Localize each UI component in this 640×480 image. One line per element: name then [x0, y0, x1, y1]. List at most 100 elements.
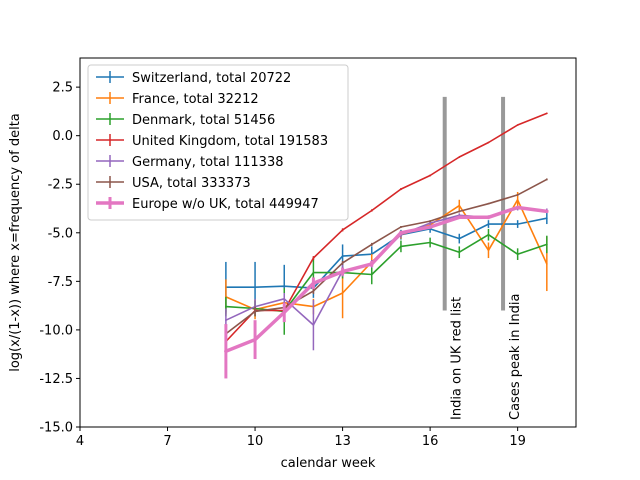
x-tick-label: 10 — [247, 434, 264, 449]
data-point — [341, 262, 344, 264]
legend-entry: Germany, total 111338 — [96, 155, 284, 170]
y-tick-label: -7.5 — [48, 275, 73, 290]
legend-entry: Switzerland, total 20722 — [96, 71, 291, 86]
data-point — [516, 223, 519, 225]
data-point — [429, 241, 431, 244]
data-point — [546, 217, 548, 220]
data-point — [254, 310, 256, 313]
data-point — [429, 174, 431, 177]
legend-entry: United Kingdom, total 191583 — [96, 134, 328, 149]
legend-entry: Europe w/o UK, total 449947 — [96, 197, 319, 212]
legend-label: Germany, total 111338 — [132, 155, 284, 170]
data-point — [341, 255, 344, 257]
data-point — [546, 263, 548, 265]
legend: Switzerland, total 20722 France, total 32… — [87, 64, 349, 221]
data-point — [312, 257, 315, 259]
x-axis-label: calendar week — [281, 456, 376, 471]
data-point — [516, 124, 519, 126]
data-point — [546, 112, 548, 115]
data-point — [487, 249, 490, 252]
data-point — [225, 350, 227, 353]
data-point — [254, 286, 256, 288]
legend-label: France, total 32212 — [132, 92, 259, 107]
y-tick-label: -15.0 — [39, 421, 73, 436]
data-point — [312, 324, 315, 326]
legend-entry: USA, total 333373 — [96, 176, 251, 191]
x-tick-label: 19 — [509, 434, 526, 449]
series-line — [224, 205, 549, 354]
legend-box — [87, 64, 349, 221]
x-tick-label: 7 — [163, 434, 171, 449]
data-point — [429, 220, 431, 222]
data-point — [458, 237, 461, 240]
series-line — [225, 217, 548, 289]
data-point — [341, 292, 344, 294]
y-tick-label: -5.0 — [48, 226, 73, 241]
data-point — [546, 178, 548, 181]
data-point — [458, 251, 461, 254]
data-point — [429, 222, 431, 224]
data-point — [458, 210, 461, 213]
x-tick-label: 4 — [76, 434, 84, 449]
data-point — [312, 271, 315, 274]
data-point — [254, 338, 256, 341]
data-point — [370, 263, 373, 265]
legend-entry: France, total 32212 — [96, 92, 259, 107]
annotation-label: Cases peak in India — [508, 294, 523, 420]
series-line — [225, 112, 548, 343]
y-tick-label: -2.5 — [48, 178, 73, 193]
legend-entry: Denmark, total 51456 — [96, 113, 275, 128]
x-tick-label: 16 — [422, 434, 439, 449]
data-point — [487, 216, 490, 219]
x-tick-label: 13 — [334, 434, 351, 449]
data-point — [370, 243, 373, 246]
data-point — [283, 298, 286, 300]
x-axis: 4 7 10 13 16 19 — [76, 427, 526, 449]
data-point — [516, 206, 519, 209]
data-point — [546, 210, 548, 213]
data-point — [341, 270, 344, 273]
data-point — [487, 202, 490, 205]
annotation-label: India on UK red list — [450, 297, 465, 420]
data-point — [341, 229, 344, 231]
data-point — [487, 141, 490, 144]
data-point — [400, 226, 402, 228]
data-point — [546, 243, 548, 246]
y-axis: -15.0 -12.5 -10.0 -7.5 -5.0 -2.5 0.0 2.5 — [39, 81, 80, 436]
data-point — [225, 305, 227, 308]
series-layer — [224, 112, 549, 379]
data-point — [516, 198, 519, 201]
data-point — [516, 253, 519, 255]
legend-label: Switzerland, total 20722 — [132, 71, 291, 86]
annotation-layer: India on UK red list Cases peak in India — [442, 96, 523, 420]
legend-label: United Kingdom, total 191583 — [132, 134, 328, 149]
data-point — [283, 311, 286, 314]
y-axis-label: log(x/(1-x)) where x=frequency of delta — [8, 113, 23, 372]
legend-label: Denmark, total 51456 — [132, 113, 275, 128]
y-tick-label: 2.5 — [52, 81, 73, 96]
data-point — [370, 209, 373, 212]
data-point — [458, 156, 461, 158]
data-point — [370, 273, 373, 276]
legend-label: Europe w/o UK, total 449947 — [132, 197, 319, 212]
data-point — [516, 194, 519, 196]
data-point — [487, 223, 490, 225]
y-tick-label: -10.0 — [39, 323, 73, 338]
data-point — [400, 245, 402, 248]
data-point — [225, 319, 227, 321]
plot-frame — [79, 57, 577, 428]
series-line — [225, 178, 548, 335]
y-tick-label: -12.5 — [39, 372, 73, 387]
data-point — [312, 290, 315, 292]
data-point — [458, 216, 461, 219]
data-point — [312, 282, 315, 285]
data-point — [400, 188, 402, 190]
y-tick-label: 0.0 — [52, 129, 73, 144]
data-point — [458, 204, 461, 207]
data-point — [400, 231, 402, 234]
series-6 — [224, 205, 549, 379]
data-point — [487, 233, 490, 236]
data-point — [283, 285, 286, 287]
legend-label: USA, total 333373 — [132, 176, 251, 191]
